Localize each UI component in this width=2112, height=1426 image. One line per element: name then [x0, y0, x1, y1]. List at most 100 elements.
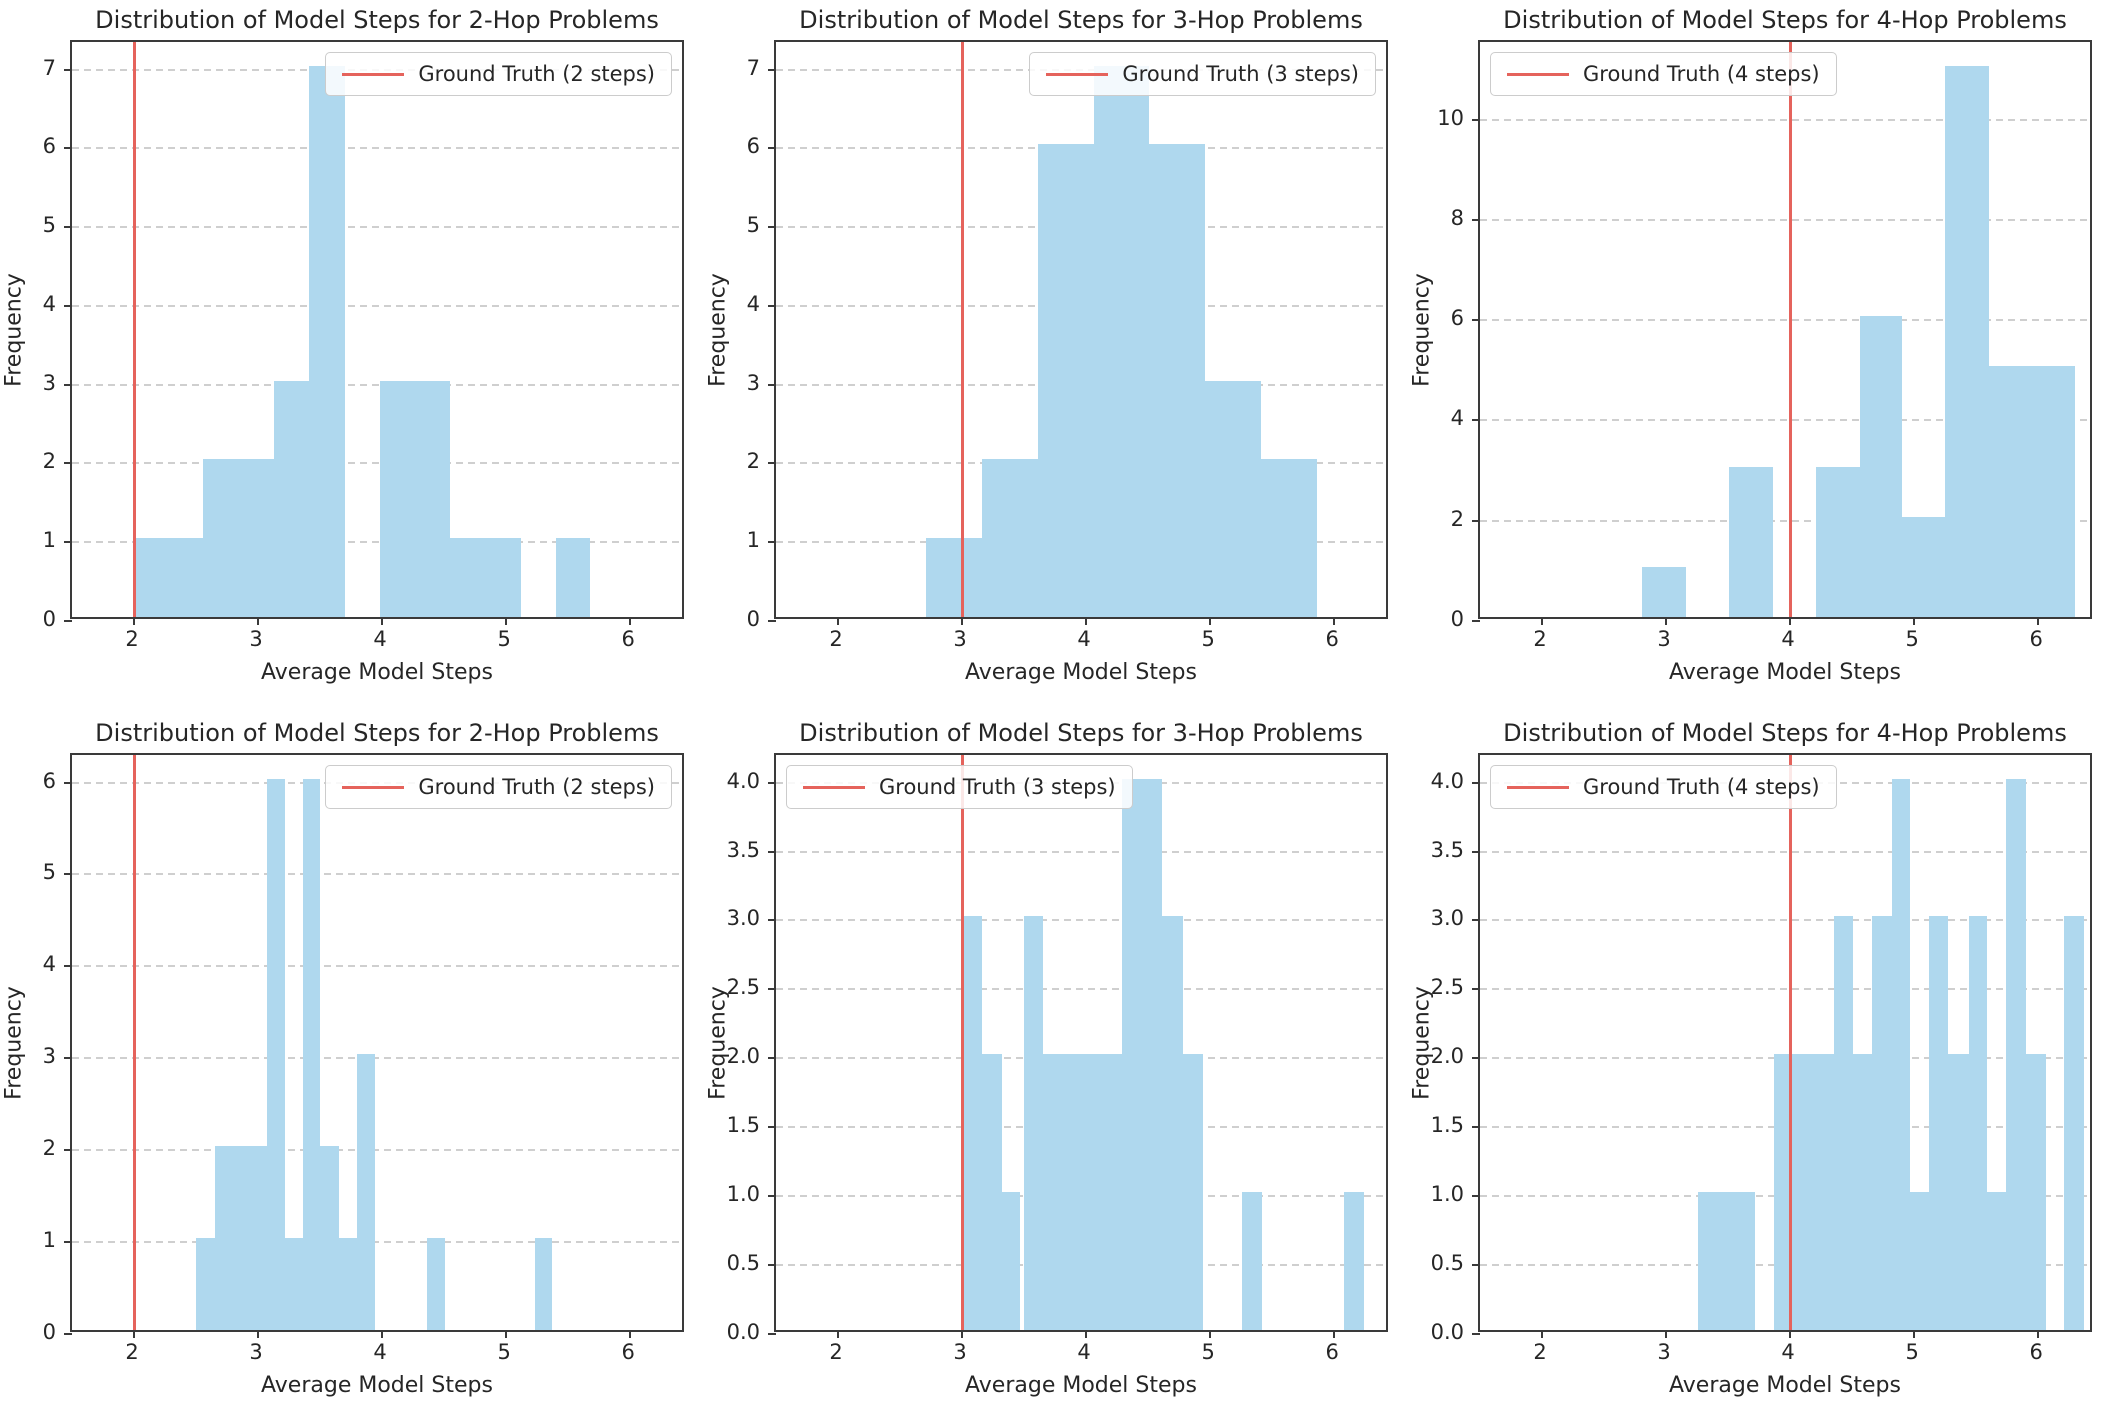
x-tick-label: 5 [1201, 627, 1215, 651]
x-tick-mark [381, 1330, 384, 1338]
legend-label: Ground Truth (3 steps) [1122, 62, 1359, 86]
plot-area: Ground Truth (4 steps) [1472, 753, 2092, 1338]
y-tick-label: 4 [42, 291, 56, 316]
plot-area: Ground Truth (2 steps) [64, 753, 684, 1338]
x-tick-label: 6 [1325, 627, 1339, 651]
y-tick-label: 0 [42, 1320, 56, 1344]
y-tick-mark [1472, 781, 1480, 784]
x-tick-label: 2 [829, 627, 843, 651]
y-tick-mark [1472, 620, 1480, 622]
plot-area: Ground Truth (3 steps) [768, 753, 1388, 1338]
y-tick-label: 2 [1450, 506, 1464, 531]
y-tick-mark [1472, 519, 1480, 522]
y-tick-mark [64, 304, 72, 307]
x-tick-label: 3 [249, 627, 263, 651]
y-tick-mark [768, 1126, 776, 1129]
y-tick-label: 7 [746, 55, 760, 80]
y-tick-mark [768, 147, 776, 150]
y-tick-mark [1472, 1195, 1480, 1198]
y-tick-label: 1 [42, 528, 56, 553]
y-tick-mark [768, 226, 776, 229]
x-tick-label: 6 [2029, 1340, 2043, 1364]
histogram-bar [1901, 516, 1946, 617]
histogram-bar [450, 538, 521, 617]
x-tick-mark [961, 1330, 964, 1338]
chart-title: Distribution of Model Steps for 2-Hop Pr… [95, 6, 659, 34]
x-tick-mark [1333, 617, 1336, 625]
y-tick-mark [1472, 1057, 1480, 1060]
x-tick-label: 6 [621, 1340, 635, 1364]
histogram-bar [1642, 566, 1686, 617]
histogram-bar [1816, 466, 1860, 617]
histogram-bar [1871, 916, 1892, 1330]
legend-label: Ground Truth (3 steps) [879, 775, 1116, 799]
histogram-bar [1947, 1054, 1969, 1330]
x-tick-label: 3 [1657, 627, 1671, 651]
y-tick-label: 6 [42, 134, 56, 159]
gridline [72, 462, 682, 465]
ground-truth-line [132, 42, 136, 617]
y-tick-label: 2.0 [726, 1044, 760, 1069]
y-tick-mark [1472, 1126, 1480, 1129]
histogram-bar [1042, 1054, 1123, 1330]
legend: Ground Truth (3 steps) [1029, 52, 1376, 96]
histogram-bar [1161, 916, 1183, 1330]
histogram-bar [1344, 1192, 1364, 1330]
y-tick-mark [1472, 1264, 1480, 1267]
gridline [72, 541, 682, 544]
x-tick-label: 2 [1533, 1340, 1547, 1364]
histogram-bar [2064, 916, 2085, 1330]
y-tick-label: 0.0 [1430, 1320, 1464, 1344]
y-tick-mark [64, 226, 72, 229]
histogram-bar [338, 1238, 358, 1330]
subplot-top-4hop: Distribution of Model Steps for 4-Hop Pr… [1408, 0, 2112, 713]
y-tick-mark [64, 1057, 72, 1060]
y-tick-mark [768, 620, 776, 622]
x-tick-mark [505, 1330, 508, 1338]
legend-line-icon [342, 785, 405, 789]
x-tick-label: 5 [1201, 1340, 1215, 1364]
x-axis-label: Average Model Steps [1669, 1373, 1901, 1398]
histogram-bar [196, 1238, 215, 1330]
gridline [72, 226, 682, 229]
x-tick-mark [1541, 617, 1544, 625]
legend-label: Ground Truth (2 steps) [418, 775, 655, 799]
histogram-bar [1024, 916, 1043, 1330]
y-tick-mark [64, 873, 72, 876]
y-tick-label: 3 [42, 370, 56, 395]
legend-line-icon [342, 72, 405, 76]
x-tick-label: 4 [1077, 1340, 1091, 1364]
y-tick-mark [64, 1333, 72, 1335]
histogram-bar [134, 538, 204, 617]
plot-area: Ground Truth (3 steps) [768, 40, 1388, 625]
gridline [72, 383, 682, 386]
x-tick-label: 4 [1781, 1340, 1795, 1364]
gridline [72, 304, 682, 307]
y-axis-label: Frequency [1, 986, 27, 1100]
y-tick-label: 1.5 [1430, 1113, 1464, 1138]
x-tick-label: 4 [1077, 627, 1091, 651]
y-tick-label: 1.0 [1430, 1182, 1464, 1207]
x-tick-mark [837, 1330, 840, 1338]
x-tick-mark [1209, 1330, 1212, 1338]
histogram-bar [1242, 1192, 1263, 1330]
histogram-bar [1729, 466, 1773, 617]
x-axis-label: Average Model Steps [261, 1373, 493, 1398]
y-tick-label: 1.0 [726, 1182, 760, 1207]
x-tick-label: 5 [1905, 1340, 1919, 1364]
y-tick-mark [768, 1057, 776, 1060]
histogram-bar [1001, 1192, 1021, 1330]
y-tick-label: 1 [746, 528, 760, 553]
histogram-bar [1910, 1192, 1929, 1330]
x-tick-label: 5 [497, 1340, 511, 1364]
y-tick-mark [64, 68, 72, 71]
x-tick-label: 3 [249, 1340, 263, 1364]
plot-area: Ground Truth (2 steps) [64, 40, 684, 625]
histogram-bar [1833, 916, 1854, 1330]
x-tick-mark [1913, 617, 1916, 625]
histogram-bar [1260, 459, 1317, 617]
y-tick-mark [1472, 988, 1480, 991]
y-axis-label: Frequency [1409, 273, 1435, 387]
legend-label: Ground Truth (4 steps) [1583, 62, 1820, 86]
y-tick-mark [64, 383, 72, 386]
